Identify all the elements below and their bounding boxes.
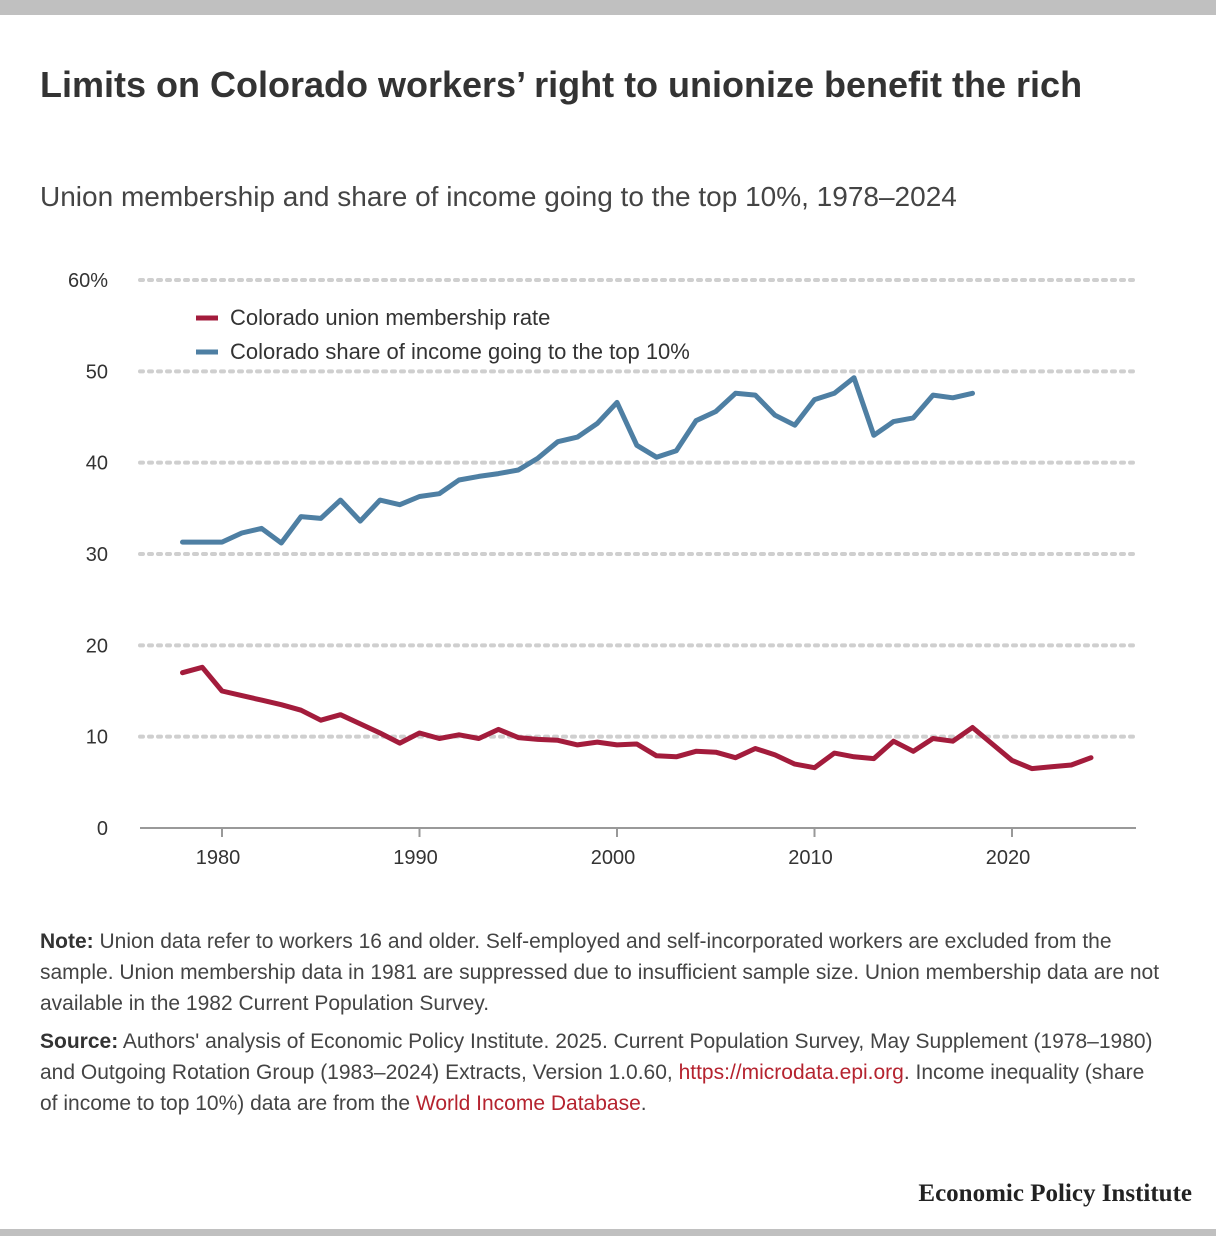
source-label: Source: [40,1030,119,1053]
notes-block: Note: Union data refer to workers 16 and… [40,926,1160,1126]
microdata-link[interactable]: https://microdata.epi.org [678,1061,904,1084]
legend-label: Colorado union membership rate [230,305,550,330]
x-tick-label: 2000 [591,847,636,869]
y-tick-label: 30 [86,544,108,566]
source-text-2: . Income inequality (share of income to … [40,1061,1145,1115]
note-label: Note: [40,930,94,953]
note-paragraph: Note: Union data refer to workers 16 and… [40,926,1160,1019]
y-tick-label: 40 [86,453,108,475]
x-tick-label: 1980 [196,847,241,869]
y-tick-label: 60% [68,270,108,292]
x-tick-label: 2010 [788,847,833,869]
y-tick-label: 10 [86,727,108,749]
top-border-bar [0,0,1216,15]
chart-title: Limits on Colorado workers’ right to uni… [40,64,1083,105]
source-paragraph: Source: Authors' analysis of Economic Po… [40,1026,1160,1119]
bottom-border-bar [0,1229,1216,1236]
chart-subtitle: Union membership and share of income goi… [40,181,957,212]
x-tick-label: 1990 [393,847,438,869]
y-tick-label: 50 [86,361,108,383]
source-text-3: . [640,1092,647,1115]
source-text-1: Authors' analysis of Economic Policy Ins… [40,1030,1153,1084]
note-text: Union data refer to workers 16 and older… [40,930,1160,1015]
x-tick-label: 2020 [986,847,1031,869]
epi-logo-text: Economic Policy Institute [918,1180,1192,1207]
line-chart: 0 10 20 30 40 50 60% 1980 1990 2000 2010 2020 Colora… [68,270,1138,869]
y-tick-label: 0 [97,818,108,840]
union-membership-line [180,664,1094,772]
world-income-database-link[interactable]: World Income Database [415,1092,641,1115]
legend-label: Colorado share of income going to the to… [230,339,690,364]
y-tick-label: 20 [86,635,108,657]
top10-income-share-line [180,375,975,546]
